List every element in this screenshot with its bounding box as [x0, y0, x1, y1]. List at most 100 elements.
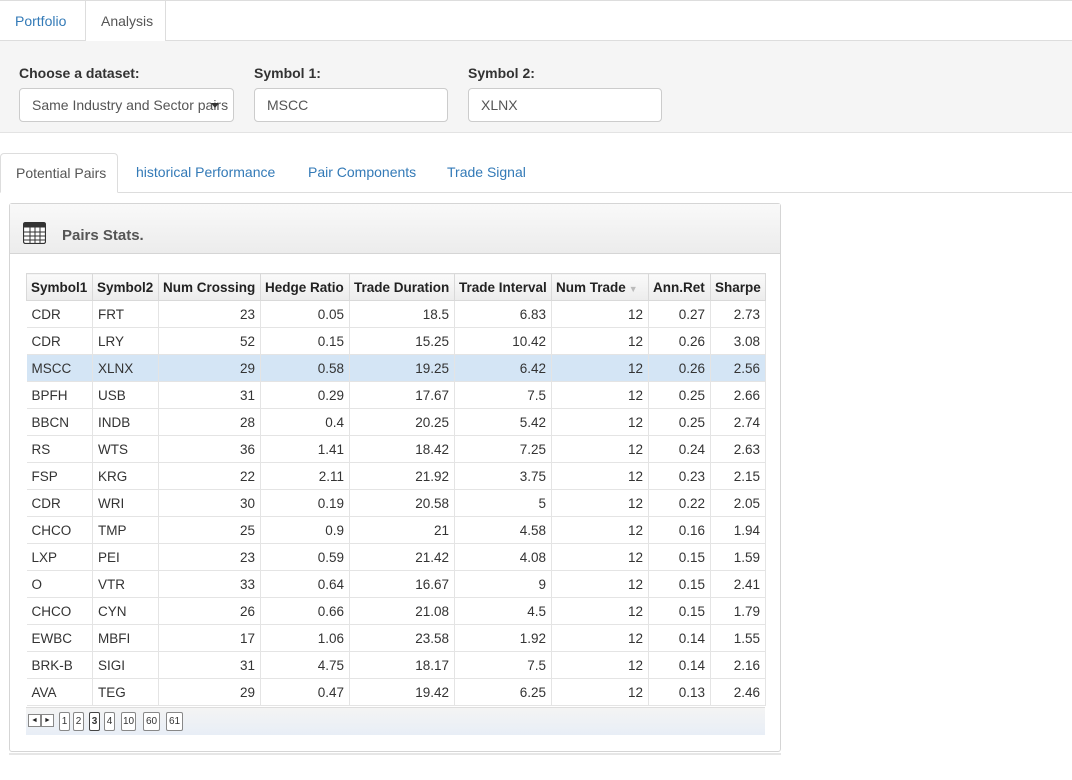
page-button[interactable]: 3	[89, 712, 100, 731]
table-cell: 10.42	[454, 327, 552, 355]
table-cell: FRT	[92, 300, 159, 328]
table-cell: 12	[551, 435, 649, 463]
table-cell: FSP	[26, 462, 93, 490]
table-cell: 16.67	[349, 570, 455, 598]
table-cell: 0.26	[648, 354, 711, 382]
col-header-ann-ret[interactable]: Ann.Ret	[648, 273, 711, 301]
next-page-icon[interactable]: ►	[41, 714, 54, 727]
table-cell: TMP	[92, 516, 159, 544]
prev-page-icon[interactable]: ◄	[28, 714, 41, 727]
table-cell: 2.05	[710, 489, 766, 517]
table-row[interactable]: O VTR 33 0.64 16.67 9 12 0.15 2.41	[26, 570, 766, 598]
table-cell: 2.73	[710, 300, 766, 328]
table-cell: 12	[551, 597, 649, 625]
table-row[interactable]: BPFH USB 31 0.29 17.67 7.5 12 0.25 2.66	[26, 381, 766, 409]
table-cell: 12	[551, 381, 649, 409]
table-cell: 1.55	[710, 624, 766, 652]
dataset-select[interactable]: Same Industry and Sector pairs	[19, 88, 234, 122]
num-trade-header-label: Num Trade	[556, 279, 626, 295]
table-cell: SIGI	[92, 651, 159, 679]
table-cell: 26	[158, 597, 261, 625]
table-cell: VTR	[92, 570, 159, 598]
table-cell: 1.06	[260, 624, 350, 652]
table-cell: 12	[551, 300, 649, 328]
table-cell: 1.94	[710, 516, 766, 544]
table-cell: 0.23	[648, 462, 711, 490]
col-header-symbol1[interactable]: Symbol1	[26, 273, 93, 301]
table-cell: 2.15	[710, 462, 766, 490]
caret-down-icon	[211, 103, 219, 108]
symbol2-input[interactable]: XLNX	[468, 88, 662, 122]
table-cell: 31	[158, 381, 261, 409]
tab-historical-performance[interactable]: historical Performance	[136, 164, 276, 180]
tab-pair-components[interactable]: Pair Components	[308, 164, 417, 180]
sub-nav: Potential Pairs historical Performance P…	[0, 153, 1072, 193]
table-row[interactable]: BBCN INDB 28 0.4 20.25 5.42 12 0.25 2.74	[26, 408, 766, 436]
table-cell: 17.67	[349, 381, 455, 409]
col-header-trade-duration[interactable]: Trade Duration	[349, 273, 455, 301]
table-cell: 12	[551, 327, 649, 355]
table-cell: 23	[158, 300, 261, 328]
table-cell: 7.25	[454, 435, 552, 463]
sort-desc-icon: ▼	[628, 283, 638, 294]
col-header-num-crossing[interactable]: Num Crossing	[158, 273, 261, 301]
table-row[interactable]: LXP PEI 23 0.59 21.42 4.08 12 0.15 1.59	[26, 543, 766, 571]
table-cell: RS	[26, 435, 93, 463]
table-cell: BBCN	[26, 408, 93, 436]
table-cell: 0.66	[260, 597, 350, 625]
table-cell: CDR	[26, 327, 93, 355]
col-header-num-trade[interactable]: Num Trade ▼	[551, 273, 649, 301]
table-cell: 0.59	[260, 543, 350, 571]
page-button[interactable]: 4	[104, 712, 115, 731]
page-button[interactable]: 61	[166, 712, 183, 731]
table-row[interactable]: EWBC MBFI 17 1.06 23.58 1.92 12 0.14 1.55	[26, 624, 766, 652]
controls-panel: Choose a dataset: Same Industry and Sect…	[0, 41, 1072, 133]
table-cell: 0.15	[648, 597, 711, 625]
table-cell: 18.17	[349, 651, 455, 679]
table-cell: 0.9	[260, 516, 350, 544]
table-row[interactable]: CDR FRT 23 0.05 18.5 6.83 12 0.27 2.73	[26, 300, 766, 328]
table-row[interactable]: CHCO TMP 25 0.9 21 4.58 12 0.16 1.94	[26, 516, 766, 544]
tab-analysis[interactable]: Analysis	[85, 1, 166, 42]
page-button[interactable]: 2	[73, 712, 84, 731]
page-button[interactable]: 10	[121, 712, 136, 731]
table-cell: 0.22	[648, 489, 711, 517]
col-header-sharpe[interactable]: Sharpe	[710, 273, 766, 301]
tab-portfolio[interactable]: Portfolio	[15, 13, 67, 29]
col-header-hedge-ratio[interactable]: Hedge Ratio	[260, 273, 350, 301]
table-cell: 25	[158, 516, 261, 544]
table-row[interactable]: FSP KRG 22 2.11 21.92 3.75 12 0.23 2.15	[26, 462, 766, 490]
table-cell: 12	[551, 543, 649, 571]
table-cell: 0.19	[260, 489, 350, 517]
table-cell: 3.75	[454, 462, 552, 490]
table-cell: 6.42	[454, 354, 552, 382]
table-row[interactable]: BRK-B SIGI 31 4.75 18.17 7.5 12 0.14 2.16	[26, 651, 766, 679]
tab-trade-signal[interactable]: Trade Signal	[447, 164, 526, 180]
table-cell: 7.5	[454, 381, 552, 409]
col-header-trade-interval[interactable]: Trade Interval	[454, 273, 552, 301]
table-row[interactable]: CHCO CYN 26 0.66 21.08 4.5 12 0.15 1.79	[26, 597, 766, 625]
table-cell: O	[26, 570, 93, 598]
table-cell: 0.13	[648, 678, 711, 706]
table-cell: 6.25	[454, 678, 552, 706]
table-cell: 5	[454, 489, 552, 517]
page-button[interactable]: 60	[143, 712, 160, 731]
table-cell: USB	[92, 381, 159, 409]
table-cell: 21	[349, 516, 455, 544]
table-cell: 0.25	[648, 381, 711, 409]
symbol1-input[interactable]: MSCC	[254, 88, 448, 122]
table-row[interactable]: CDR WRI 30 0.19 20.58 5 12 0.22 2.05	[26, 489, 766, 517]
table-cell: 1.41	[260, 435, 350, 463]
tab-potential-pairs[interactable]: Potential Pairs	[0, 153, 118, 193]
table-cell: 0.4	[260, 408, 350, 436]
table-cell: 1.92	[454, 624, 552, 652]
page-button[interactable]: 1	[59, 712, 70, 731]
table-cell: 20.25	[349, 408, 455, 436]
table-cell: 2.56	[710, 354, 766, 382]
table-cell: 0.29	[260, 381, 350, 409]
table-row[interactable]: MSCC XLNX 29 0.58 19.25 6.42 12 0.26 2.56	[26, 354, 766, 382]
col-header-symbol2[interactable]: Symbol2	[92, 273, 159, 301]
table-row[interactable]: RS WTS 36 1.41 18.42 7.25 12 0.24 2.63	[26, 435, 766, 463]
table-row[interactable]: CDR LRY 52 0.15 15.25 10.42 12 0.26 3.08	[26, 327, 766, 355]
table-row[interactable]: AVA TEG 29 0.47 19.42 6.25 12 0.13 2.46	[26, 678, 766, 706]
